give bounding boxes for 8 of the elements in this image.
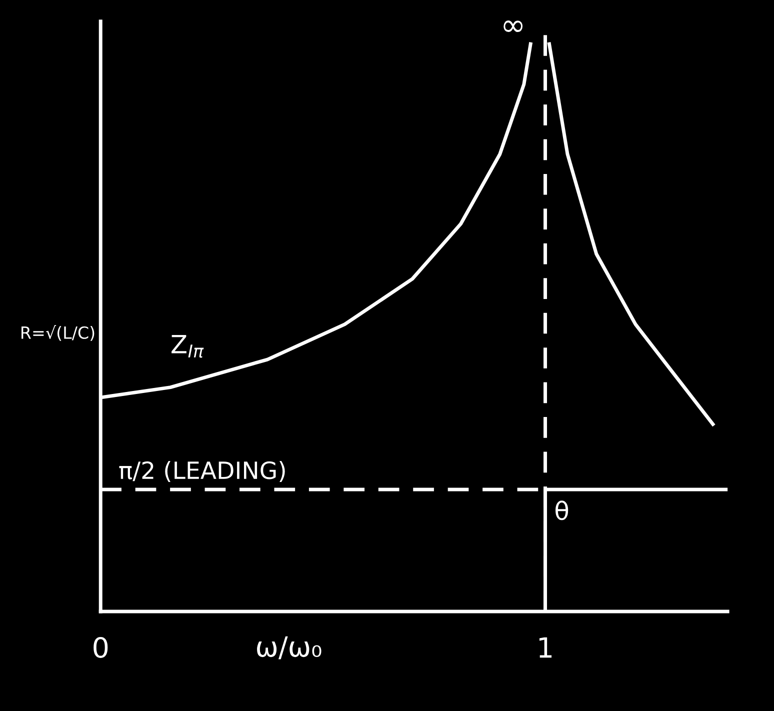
annotation: ∞ [504, 20, 523, 32]
x-axis-title: ω/ω₀ [257, 636, 322, 660]
x-tick-label: 0 [94, 636, 108, 658]
text: R=√(L/C) [22, 325, 94, 341]
ref-line-label: π/2 (LEADING) [119, 460, 285, 482]
series-label: Z$_{Iπ}$ [172, 335, 204, 358]
series-label: θ [556, 500, 568, 520]
x-tick-label: 1 [539, 637, 552, 658]
